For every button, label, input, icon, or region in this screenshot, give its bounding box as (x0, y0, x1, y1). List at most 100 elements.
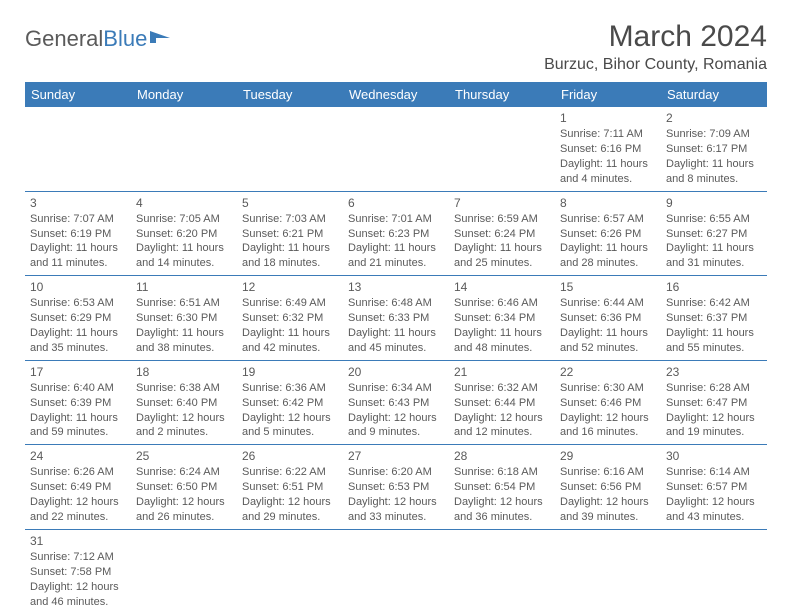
daylight1-text: Daylight: 11 hours (560, 326, 656, 341)
day-number: 16 (666, 279, 762, 295)
calendar-cell (449, 529, 555, 613)
calendar-cell: 9Sunrise: 6:55 AMSunset: 6:27 PMDaylight… (661, 191, 767, 276)
sunrise-text: Sunrise: 6:49 AM (242, 296, 338, 311)
daylight2-text: and 43 minutes. (666, 510, 762, 525)
sunrise-text: Sunrise: 6:46 AM (454, 296, 550, 311)
daylight1-text: Daylight: 11 hours (348, 241, 444, 256)
sunset-text: Sunset: 7:58 PM (30, 565, 126, 580)
sunset-text: Sunset: 6:34 PM (454, 311, 550, 326)
calendar-cell: 4Sunrise: 7:05 AMSunset: 6:20 PMDaylight… (131, 191, 237, 276)
sunset-text: Sunset: 6:27 PM (666, 227, 762, 242)
calendar-cell: 11Sunrise: 6:51 AMSunset: 6:30 PMDayligh… (131, 276, 237, 361)
daylight2-text: and 16 minutes. (560, 425, 656, 440)
calendar-cell (131, 529, 237, 613)
sunrise-text: Sunrise: 6:32 AM (454, 381, 550, 396)
sunrise-text: Sunrise: 6:22 AM (242, 465, 338, 480)
sunrise-text: Sunrise: 6:14 AM (666, 465, 762, 480)
daylight2-text: and 14 minutes. (136, 256, 232, 271)
calendar-cell (237, 107, 343, 191)
sunset-text: Sunset: 6:53 PM (348, 480, 444, 495)
daylight1-text: Daylight: 11 hours (560, 241, 656, 256)
sunset-text: Sunset: 6:17 PM (666, 142, 762, 157)
sunrise-text: Sunrise: 6:57 AM (560, 212, 656, 227)
day-number: 14 (454, 279, 550, 295)
logo-text-general: General (25, 26, 103, 52)
daylight2-text: and 55 minutes. (666, 341, 762, 356)
daylight2-text: and 5 minutes. (242, 425, 338, 440)
calendar-cell (555, 529, 661, 613)
sunset-text: Sunset: 6:16 PM (560, 142, 656, 157)
daylight2-text: and 4 minutes. (560, 172, 656, 187)
logo: GeneralBlue (25, 26, 172, 52)
weekday-header: Wednesday (343, 82, 449, 107)
daylight2-text: and 8 minutes. (666, 172, 762, 187)
daylight2-text: and 59 minutes. (30, 425, 126, 440)
title-block: March 2024 Burzuc, Bihor County, Romania (544, 20, 767, 74)
calendar-cell: 6Sunrise: 7:01 AMSunset: 6:23 PMDaylight… (343, 191, 449, 276)
daylight1-text: Daylight: 11 hours (30, 241, 126, 256)
daylight1-text: Daylight: 12 hours (560, 411, 656, 426)
sunrise-text: Sunrise: 7:05 AM (136, 212, 232, 227)
sunset-text: Sunset: 6:20 PM (136, 227, 232, 242)
daylight1-text: Daylight: 11 hours (454, 241, 550, 256)
daylight2-text: and 26 minutes. (136, 510, 232, 525)
sunrise-text: Sunrise: 6:34 AM (348, 381, 444, 396)
calendar-cell: 8Sunrise: 6:57 AMSunset: 6:26 PMDaylight… (555, 191, 661, 276)
sunrise-text: Sunrise: 6:24 AM (136, 465, 232, 480)
sunrise-text: Sunrise: 6:20 AM (348, 465, 444, 480)
sunset-text: Sunset: 6:30 PM (136, 311, 232, 326)
day-number: 25 (136, 448, 232, 464)
daylight2-text: and 22 minutes. (30, 510, 126, 525)
daylight2-text: and 2 minutes. (136, 425, 232, 440)
sunset-text: Sunset: 6:23 PM (348, 227, 444, 242)
sunset-text: Sunset: 6:36 PM (560, 311, 656, 326)
daylight1-text: Daylight: 11 hours (242, 241, 338, 256)
day-number: 29 (560, 448, 656, 464)
sunrise-text: Sunrise: 6:38 AM (136, 381, 232, 396)
sunrise-text: Sunrise: 6:18 AM (454, 465, 550, 480)
calendar-row: 31Sunrise: 7:12 AMSunset: 7:58 PMDayligh… (25, 529, 767, 613)
calendar-cell: 15Sunrise: 6:44 AMSunset: 6:36 PMDayligh… (555, 276, 661, 361)
calendar-cell: 23Sunrise: 6:28 AMSunset: 6:47 PMDayligh… (661, 360, 767, 445)
weekday-header: Tuesday (237, 82, 343, 107)
day-number: 5 (242, 195, 338, 211)
calendar-cell: 28Sunrise: 6:18 AMSunset: 6:54 PMDayligh… (449, 445, 555, 530)
day-number: 24 (30, 448, 126, 464)
day-number: 4 (136, 195, 232, 211)
calendar-cell: 29Sunrise: 6:16 AMSunset: 6:56 PMDayligh… (555, 445, 661, 530)
calendar-cell: 7Sunrise: 6:59 AMSunset: 6:24 PMDaylight… (449, 191, 555, 276)
sunset-text: Sunset: 6:49 PM (30, 480, 126, 495)
day-number: 9 (666, 195, 762, 211)
daylight1-text: Daylight: 12 hours (242, 495, 338, 510)
sunrise-text: Sunrise: 6:48 AM (348, 296, 444, 311)
calendar-row: 1Sunrise: 7:11 AMSunset: 6:16 PMDaylight… (25, 107, 767, 191)
sunrise-text: Sunrise: 6:42 AM (666, 296, 762, 311)
daylight1-text: Daylight: 11 hours (454, 326, 550, 341)
logo-text-blue: Blue (103, 26, 147, 52)
calendar-table: SundayMondayTuesdayWednesdayThursdayFrid… (25, 82, 767, 613)
day-number: 15 (560, 279, 656, 295)
calendar-row: 10Sunrise: 6:53 AMSunset: 6:29 PMDayligh… (25, 276, 767, 361)
sunrise-text: Sunrise: 6:55 AM (666, 212, 762, 227)
sunset-text: Sunset: 6:47 PM (666, 396, 762, 411)
daylight2-text: and 21 minutes. (348, 256, 444, 271)
daylight2-text: and 39 minutes. (560, 510, 656, 525)
sunset-text: Sunset: 6:32 PM (242, 311, 338, 326)
sunset-text: Sunset: 6:57 PM (666, 480, 762, 495)
sunset-text: Sunset: 6:40 PM (136, 396, 232, 411)
daylight1-text: Daylight: 12 hours (30, 495, 126, 510)
daylight2-text: and 25 minutes. (454, 256, 550, 271)
day-number: 7 (454, 195, 550, 211)
sunrise-text: Sunrise: 6:53 AM (30, 296, 126, 311)
daylight1-text: Daylight: 12 hours (454, 495, 550, 510)
daylight2-text: and 46 minutes. (30, 595, 126, 610)
daylight1-text: Daylight: 12 hours (560, 495, 656, 510)
daylight2-text: and 33 minutes. (348, 510, 444, 525)
calendar-cell (25, 107, 131, 191)
calendar-cell (343, 529, 449, 613)
daylight1-text: Daylight: 11 hours (136, 241, 232, 256)
calendar-cell: 21Sunrise: 6:32 AMSunset: 6:44 PMDayligh… (449, 360, 555, 445)
calendar-cell: 16Sunrise: 6:42 AMSunset: 6:37 PMDayligh… (661, 276, 767, 361)
daylight1-text: Daylight: 12 hours (666, 411, 762, 426)
sunset-text: Sunset: 6:37 PM (666, 311, 762, 326)
